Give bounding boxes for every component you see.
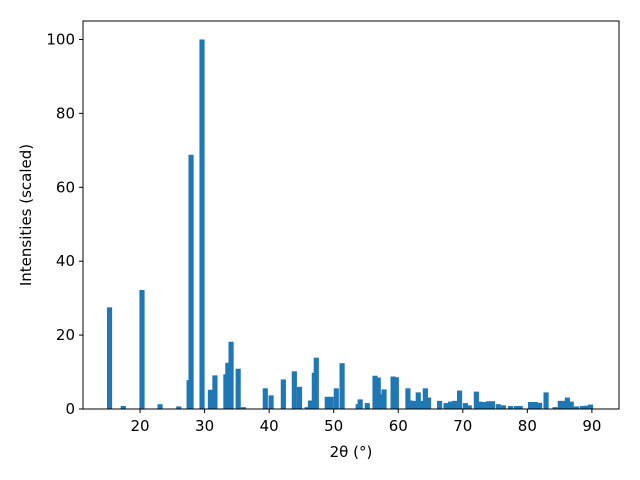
bar	[588, 404, 594, 409]
bar	[418, 400, 425, 409]
bar	[188, 154, 194, 409]
bar	[422, 388, 428, 409]
x-tick-label: 30	[195, 417, 214, 435]
bar	[268, 395, 274, 409]
bar	[313, 357, 319, 409]
bar	[106, 307, 113, 409]
x-tick-label: 80	[518, 417, 537, 435]
bar	[372, 375, 378, 409]
bar	[517, 406, 523, 409]
bar	[381, 389, 387, 409]
x-tick-label: 70	[453, 417, 472, 435]
bar	[507, 406, 514, 409]
y-tick-label: 60	[56, 178, 75, 196]
bar	[451, 400, 457, 409]
bar	[357, 399, 363, 409]
bar	[199, 39, 205, 409]
bar	[157, 404, 163, 409]
bar	[207, 389, 213, 409]
bar	[375, 377, 381, 409]
bar	[339, 363, 345, 409]
y-tick-label: 80	[56, 104, 75, 122]
bar	[426, 397, 432, 409]
y-axis-label: Intensities (scaled)	[17, 144, 35, 286]
bar	[466, 405, 472, 409]
bar	[212, 375, 218, 409]
bar	[537, 402, 543, 409]
bar	[176, 406, 182, 409]
bar	[473, 391, 479, 409]
y-tick-label: 20	[56, 326, 75, 344]
bar	[390, 376, 396, 409]
bar	[462, 403, 468, 409]
bar	[568, 401, 574, 409]
x-axis-label: 2θ (°)	[330, 443, 373, 461]
bar	[489, 401, 496, 409]
bar	[476, 401, 483, 409]
y-tick-label: 40	[56, 252, 75, 270]
bar	[324, 396, 330, 409]
bar	[579, 406, 585, 409]
bar	[225, 362, 231, 409]
bar	[240, 407, 246, 409]
bar	[532, 401, 538, 409]
bar	[500, 405, 507, 409]
x-tick-label: 40	[260, 417, 279, 435]
bar	[481, 401, 487, 409]
bar	[393, 377, 399, 409]
bar	[412, 400, 418, 409]
bar	[120, 406, 126, 409]
bar	[139, 290, 145, 409]
bar	[573, 406, 579, 409]
bar	[407, 400, 414, 409]
y-tick-label: 100	[46, 30, 75, 48]
bar	[436, 400, 443, 409]
bar	[328, 396, 334, 409]
bar	[443, 403, 449, 409]
bar	[304, 407, 310, 409]
bar	[262, 388, 268, 409]
y-tick-label: 0	[65, 400, 75, 418]
bar	[415, 392, 421, 409]
bar	[296, 386, 303, 409]
x-tick-label: 50	[324, 417, 343, 435]
bar	[333, 388, 339, 409]
bar	[513, 406, 519, 409]
bar	[495, 404, 501, 409]
bar	[280, 379, 286, 409]
bar	[552, 407, 558, 409]
bar	[561, 400, 567, 409]
bar	[564, 397, 570, 409]
x-tick-label: 60	[389, 417, 408, 435]
x-tick-label: 90	[582, 417, 601, 435]
bar	[527, 401, 534, 409]
plot-frame	[82, 20, 620, 410]
bar	[307, 400, 314, 409]
x-tick-label: 20	[131, 417, 150, 435]
bar	[456, 390, 463, 409]
bar	[543, 392, 549, 409]
bar	[583, 405, 589, 409]
bar	[235, 368, 241, 409]
bar	[486, 401, 492, 409]
bar	[447, 401, 454, 409]
bar	[557, 400, 563, 409]
bar	[291, 371, 297, 409]
bar	[228, 341, 234, 409]
bar	[364, 403, 370, 409]
bar	[405, 388, 411, 409]
